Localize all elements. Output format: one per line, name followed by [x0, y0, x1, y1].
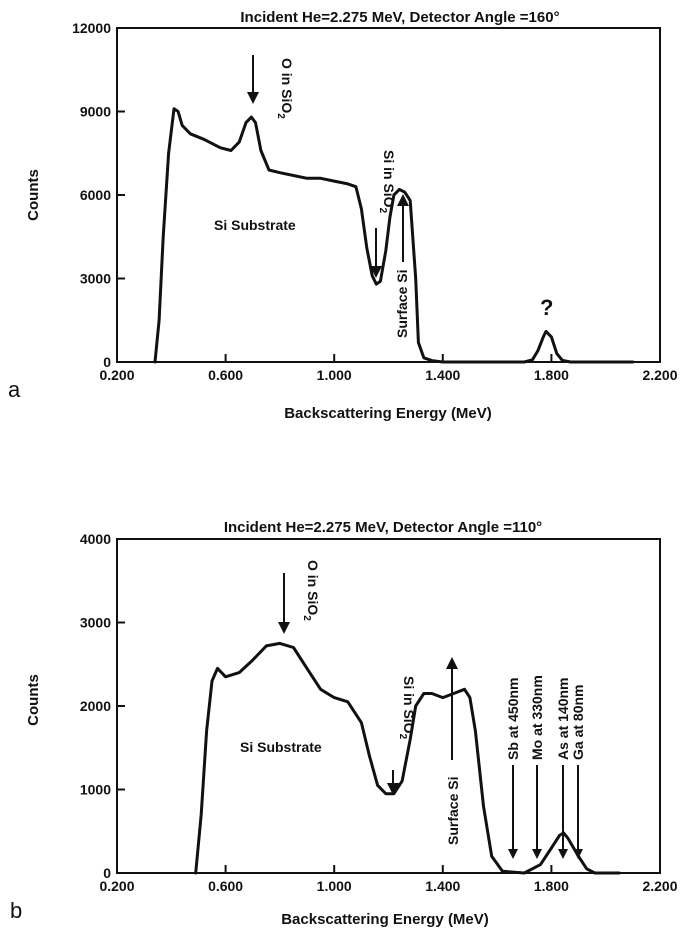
mo-marker-label: Mo at 330nm — [529, 675, 545, 760]
chart-b-x-tick-label: 1.800 — [534, 878, 569, 894]
chart-a-x-tick-label: 0.600 — [208, 367, 243, 383]
si-substrate-label-b: Si Substrate — [240, 739, 322, 755]
chart-a-x-tick-label: 2.200 — [642, 367, 677, 383]
surface-si-label-a: Surface Si — [394, 270, 410, 338]
chart-b-x-tick-label: 1.000 — [317, 878, 352, 894]
chart-a-y-tick-label: 9000 — [80, 104, 111, 120]
chart-b-y-tick-label: 4000 — [80, 531, 111, 547]
chart-b: Incident He=2.275 MeV, Detector Angle =1… — [10, 519, 678, 928]
o-in-sio2-label: O in SiO2 — [275, 58, 295, 119]
surface-si-label-b: Surface Si — [445, 777, 461, 845]
chart-a: Incident He=2.275 MeV, Detector Angle =1… — [8, 9, 678, 422]
chart-b-x-tick-label: 1.400 — [425, 878, 460, 894]
chart-b-y-tick-label: 0 — [103, 865, 111, 881]
chart-a-y-tick-label: 0 — [103, 354, 111, 370]
o-in-sio2-arrowhead-b — [278, 622, 290, 634]
chart-b-x-axis-label: Backscattering Energy (MeV) — [281, 911, 489, 928]
chart-a-series-line — [153, 107, 635, 364]
chart-a-x-tick-label: 1.000 — [317, 367, 352, 383]
o-in-sio2-label-b: O in SiO2 — [301, 560, 321, 621]
chart-a-y-tick-label: 6000 — [80, 187, 111, 203]
chart-a-x-tick-label: 1.800 — [534, 367, 569, 383]
chart-b-y-ticks: 0 1000 2000 3000 4000 — [80, 531, 125, 881]
chart-a-title: Incident He=2.275 MeV, Detector Angle =1… — [240, 9, 559, 26]
as-marker-arrowhead — [558, 849, 568, 859]
unknown-peak-label: ? — [540, 295, 553, 320]
chart-b-y-tick-label: 1000 — [80, 782, 111, 798]
chart-a-x-tick-label: 0.200 — [99, 367, 134, 383]
chart-b-x-tick-label: 2.200 — [642, 878, 677, 894]
surface-si-arrowhead-a — [397, 194, 409, 206]
sb-marker-label: Sb at 450nm — [505, 678, 521, 760]
chart-a-y-ticks: 0 3000 6000 9000 12000 — [72, 20, 125, 370]
chart-b-x-tick-label: 0.200 — [99, 878, 134, 894]
ga-marker-label: Ga at 80nm — [570, 685, 586, 760]
chart-b-panel-label: b — [10, 898, 22, 923]
chart-a-x-ticks: 0.200 0.600 1.000 1.400 1.800 2.200 — [99, 354, 678, 383]
chart-b-x-ticks: 0.200 0.600 1.000 1.400 1.800 2.200 — [99, 865, 678, 894]
chart-a-y-tick-label: 12000 — [72, 20, 111, 36]
si-in-sio2-label-b: Si in SiO2 — [397, 676, 417, 740]
chart-b-series-line — [194, 641, 621, 875]
si-in-sio2-label: Si in SiO2 — [377, 150, 397, 214]
surface-si-arrowhead-b — [446, 657, 458, 669]
chart-b-title: Incident He=2.275 MeV, Detector Angle =1… — [224, 519, 542, 536]
chart-b-y-tick-label: 2000 — [80, 698, 111, 714]
si-in-sio2-arrowhead — [370, 266, 382, 278]
si-substrate-label-a: Si Substrate — [214, 217, 296, 233]
si-in-sio2-arrowhead-b — [387, 783, 399, 795]
chart-a-y-axis-label: Counts — [25, 169, 42, 221]
chart-a-x-tick-label: 1.400 — [425, 367, 460, 383]
chart-b-y-axis-label: Counts — [25, 674, 42, 726]
sb-marker-arrowhead — [508, 849, 518, 859]
chart-b-x-tick-label: 0.600 — [208, 878, 243, 894]
chart-a-panel-label: a — [8, 377, 21, 402]
o-in-sio2-arrowhead — [247, 92, 259, 104]
chart-b-y-tick-label: 3000 — [80, 615, 111, 631]
chart-a-x-axis-label: Backscattering Energy (MeV) — [284, 405, 492, 422]
mo-marker-arrowhead — [532, 849, 542, 859]
chart-a-y-tick-label: 3000 — [80, 271, 111, 287]
as-marker-label: As at 140nm — [555, 678, 571, 760]
ga-marker-arrowhead — [573, 849, 583, 859]
